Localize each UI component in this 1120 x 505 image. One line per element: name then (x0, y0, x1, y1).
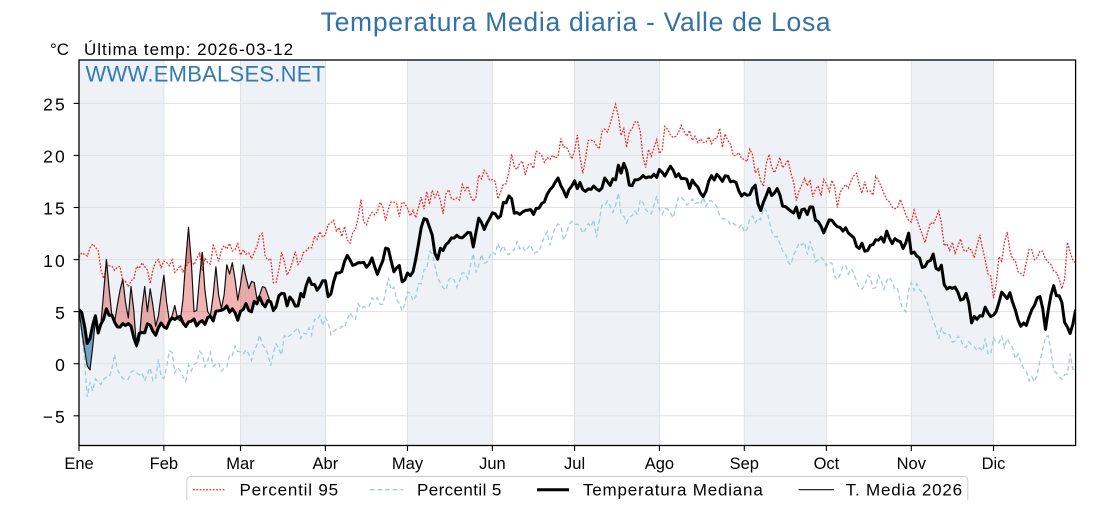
svg-text:25: 25 (43, 95, 67, 115)
svg-text:0: 0 (55, 355, 67, 375)
svg-text:Temperatura Mediana: Temperatura Mediana (583, 481, 764, 500)
svg-text:Oct: Oct (814, 455, 840, 473)
svg-text:Abr: Abr (313, 455, 339, 473)
svg-text:Nov: Nov (897, 455, 927, 473)
svg-text:Dic: Dic (982, 455, 1006, 473)
svg-text:Última temp: 2026-03-12: Última temp: 2026-03-12 (84, 40, 294, 59)
svg-text:Sep: Sep (730, 455, 759, 473)
svg-text:Percentil 5: Percentil 5 (417, 481, 502, 500)
svg-text:Jun: Jun (479, 455, 506, 473)
svg-text:20: 20 (43, 147, 67, 167)
svg-text:Ago: Ago (645, 455, 674, 473)
svg-text:Ene: Ene (64, 455, 93, 473)
svg-text:°C: °C (50, 40, 69, 59)
svg-text:−5: −5 (43, 407, 67, 427)
svg-text:Jul: Jul (564, 455, 585, 473)
svg-text:May: May (392, 455, 424, 473)
svg-text:Percentil 95: Percentil 95 (240, 481, 339, 500)
svg-text:Feb: Feb (150, 455, 178, 473)
svg-text:10: 10 (43, 251, 67, 271)
svg-text:5: 5 (55, 303, 67, 323)
svg-text:Temperatura Media diaria - Val: Temperatura Media diaria - Valle de Losa (321, 7, 832, 37)
svg-text:T. Media 2026: T. Media 2026 (846, 481, 963, 500)
svg-text:15: 15 (43, 199, 67, 219)
svg-text:Mar: Mar (226, 455, 255, 473)
svg-text:WWW.EMBALSES.NET: WWW.EMBALSES.NET (86, 62, 326, 87)
